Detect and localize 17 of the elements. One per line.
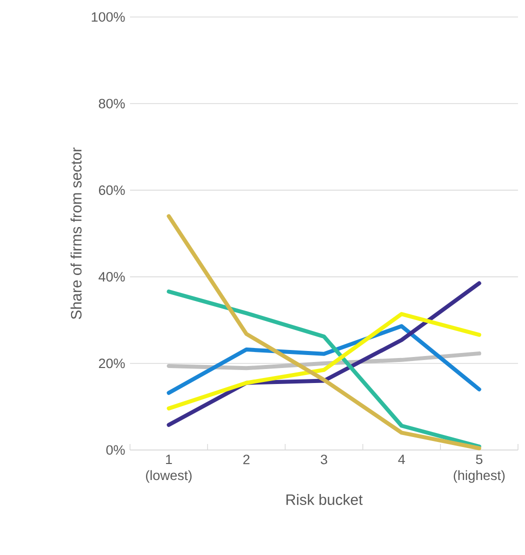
y-tick-label: 0% — [106, 445, 125, 455]
y-tick-label: 100% — [92, 12, 125, 22]
line-series — [166, 312, 482, 410]
line-series — [166, 290, 482, 449]
x-tick-label: 1 (lowest) — [146, 454, 192, 483]
y-tick-label: 80% — [98, 98, 125, 108]
x-tick-label: 4 — [398, 454, 405, 464]
x-axis-title: Risk bucket — [286, 494, 363, 505]
y-axis-title: Share of firms from sector — [70, 147, 82, 320]
x-tick-label: 2 — [243, 454, 250, 464]
y-tick-label: 60% — [98, 185, 125, 195]
line-series — [166, 324, 482, 395]
x-tick-label: 3 — [320, 454, 328, 464]
y-tick-label: 20% — [98, 358, 125, 368]
line-series — [166, 214, 482, 450]
y-tick-label: 40% — [98, 272, 125, 282]
x-tick-label: 5 (highest) — [454, 454, 505, 483]
